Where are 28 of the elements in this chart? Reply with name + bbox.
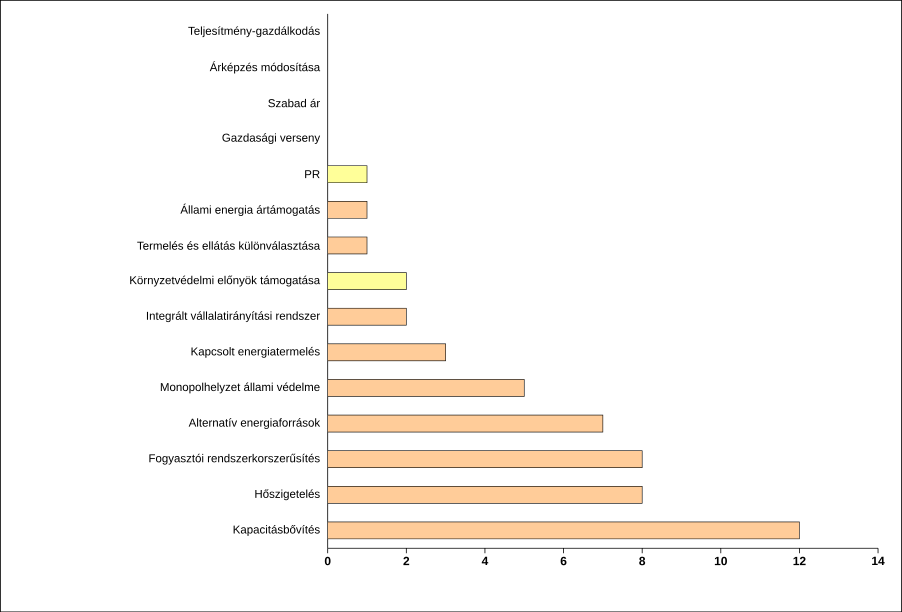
- y-tick-label: Termelés és ellátás különválasztása: [137, 241, 320, 250]
- y-tick-label: Gazdasági verseny: [222, 133, 320, 144]
- x-tick-label: 0: [324, 556, 331, 566]
- bar: [328, 236, 368, 254]
- y-tick-label: PR: [305, 170, 320, 178]
- x-tick-label: 8: [639, 556, 646, 566]
- x-tick-label: 14: [872, 556, 885, 565]
- y-tick-label: Integrált vállalatirányítási rendszer: [146, 311, 320, 322]
- x-tick-label: 10: [714, 556, 727, 566]
- y-tick-label: Teljesítmény-gazdálkodás: [188, 26, 320, 38]
- bar: [328, 521, 800, 540]
- y-tick-label: Hőszigetelés: [255, 489, 320, 500]
- y-tick-label: Fogyasztói rendszerkorszerűsítés: [149, 454, 320, 464]
- y-tick-label: Kapacitásbővítés: [234, 524, 320, 536]
- y-tick-label: Árképzés módosítása: [210, 61, 320, 74]
- y-tick-label: Környzetvédelmi előnyök támogatása: [130, 276, 320, 286]
- bar: [328, 308, 407, 326]
- y-tick-label: Szabad ár: [268, 98, 320, 108]
- y-tick-label: Monopolhelyzet állami védelme: [160, 382, 320, 394]
- y-tick-label: Állami energia ártámogatás: [180, 204, 320, 216]
- x-tick-label: 12: [794, 556, 806, 565]
- x-tick-label: 6: [560, 556, 566, 566]
- x-tick-label: 2: [403, 556, 410, 565]
- x-tick-label: 4: [482, 556, 488, 565]
- y-tick-label: Kapcsolt energiatermelés: [192, 346, 320, 358]
- y-tick-label: Alternatív energiaforrások: [188, 418, 320, 429]
- bar: [328, 450, 642, 468]
- bar: [328, 165, 368, 183]
